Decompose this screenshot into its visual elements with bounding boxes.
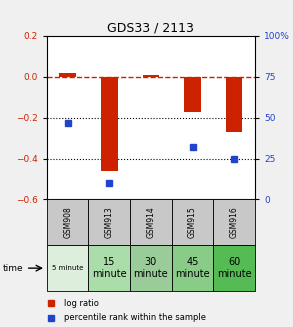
Bar xyxy=(172,199,213,245)
Text: GSM913: GSM913 xyxy=(105,206,114,238)
Bar xyxy=(101,77,117,171)
Bar xyxy=(226,77,242,132)
Bar xyxy=(213,199,255,245)
Text: 60
minute: 60 minute xyxy=(217,257,251,279)
Bar xyxy=(88,199,130,245)
Bar xyxy=(59,73,76,77)
Text: percentile rank within the sample: percentile rank within the sample xyxy=(64,313,205,322)
Bar xyxy=(130,199,172,245)
Title: GDS33 / 2113: GDS33 / 2113 xyxy=(108,22,194,35)
Bar xyxy=(184,77,201,112)
Bar xyxy=(143,75,159,77)
Text: GSM914: GSM914 xyxy=(146,206,155,238)
Bar xyxy=(172,245,213,291)
Text: 15
minute: 15 minute xyxy=(92,257,127,279)
Bar xyxy=(130,245,172,291)
Text: GSM915: GSM915 xyxy=(188,206,197,238)
Bar xyxy=(47,245,88,291)
Bar xyxy=(213,245,255,291)
Text: time: time xyxy=(2,264,23,273)
Text: GSM916: GSM916 xyxy=(230,206,239,238)
Bar xyxy=(88,245,130,291)
Text: log ratio: log ratio xyxy=(64,299,98,308)
Text: 45
minute: 45 minute xyxy=(175,257,210,279)
Bar xyxy=(47,199,88,245)
Text: GSM908: GSM908 xyxy=(63,206,72,238)
Text: 5 minute: 5 minute xyxy=(52,265,84,271)
Text: 30
minute: 30 minute xyxy=(134,257,168,279)
